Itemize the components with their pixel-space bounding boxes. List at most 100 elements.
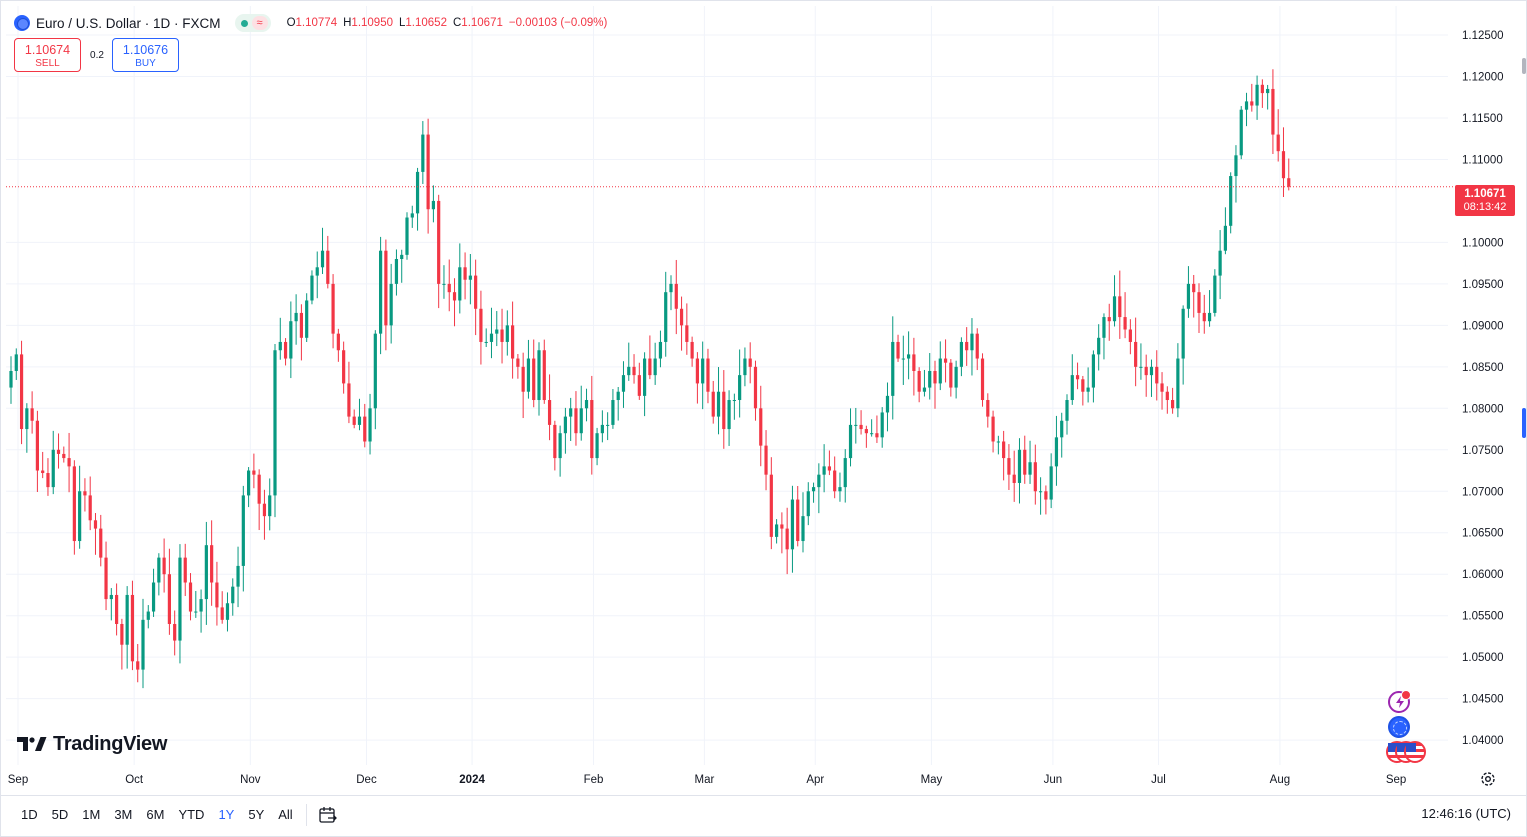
candle-body — [415, 171, 420, 214]
sell-button[interactable]: 1.10674 SELL — [14, 38, 81, 72]
candle-body — [590, 400, 594, 459]
candle-up — [225, 592, 230, 632]
candle-up — [400, 249, 404, 283]
calendar-goto-icon[interactable] — [313, 804, 343, 826]
price-tick-label: 1.12000 — [1462, 72, 1504, 84]
candle-down — [1276, 109, 1280, 162]
candle-series — [9, 69, 1291, 689]
candle-up — [146, 605, 150, 629]
candle-down — [167, 548, 171, 635]
candle-body — [141, 619, 145, 670]
candle-body — [600, 424, 604, 434]
symbol-title[interactable]: Euro / U.S. Dollar · 1D · FXCM — [36, 15, 221, 31]
candle-up — [157, 553, 161, 596]
candle-up — [125, 586, 129, 669]
scroll-grip-top[interactable] — [1522, 58, 1526, 74]
range-5y[interactable]: 5Y — [248, 807, 265, 822]
market-status-pill[interactable]: ≈ — [234, 14, 271, 32]
candle-down — [864, 425, 868, 448]
candle-body — [9, 370, 13, 388]
candle-body — [928, 370, 932, 388]
candle-body — [563, 416, 567, 434]
candle-up — [938, 341, 942, 391]
candle-down — [553, 420, 557, 471]
scroll-grip-mid[interactable] — [1522, 408, 1526, 438]
candle-body — [83, 491, 87, 496]
candle-down — [120, 618, 124, 670]
candle-body — [743, 358, 747, 376]
candle-up — [468, 253, 472, 305]
time-tick-label: Oct — [125, 774, 144, 786]
candle-up — [891, 316, 895, 420]
candle-up — [109, 588, 113, 621]
candle-body — [400, 254, 404, 259]
candle-down — [685, 303, 689, 355]
range-3m[interactable]: 3M — [114, 807, 133, 822]
candle-up — [410, 205, 414, 228]
candle-body — [1276, 134, 1280, 152]
candle-body — [1028, 462, 1032, 475]
candle-body — [1112, 296, 1117, 322]
candle-body — [136, 661, 140, 670]
candle-body — [225, 603, 230, 620]
candle-down — [67, 432, 71, 493]
candle-body — [437, 200, 441, 284]
flash-icon[interactable] — [1388, 690, 1411, 713]
candle-body — [679, 308, 684, 326]
candle-up — [231, 578, 235, 616]
candle-down — [574, 391, 578, 446]
candle-up — [1017, 438, 1022, 504]
candle-up — [278, 317, 282, 360]
candle-up — [885, 382, 890, 432]
candle-body — [975, 333, 979, 359]
candlestick-chart[interactable]: 1.12500 1.12000 1.11500 1.11000 1.10000 1.095… — [0, 0, 1527, 795]
us-flag-events[interactable] — [1386, 741, 1426, 763]
approx-icon: ≈ — [251, 16, 268, 30]
candle-body — [611, 400, 615, 425]
price-axis[interactable]: 1.12500 1.12000 1.11500 1.11000 1.10000 1.095… — [1462, 30, 1504, 747]
candle-body — [806, 491, 810, 517]
candle-down — [474, 259, 478, 336]
candle-down — [363, 403, 367, 448]
utc-clock[interactable]: 12:46:16 (UTC) — [1421, 806, 1511, 821]
range-5d[interactable]: 5D — [51, 807, 69, 822]
buy-button[interactable]: 1.10676 BUY — [112, 38, 179, 72]
candle-up — [848, 408, 853, 467]
candle-up — [1065, 394, 1069, 435]
candle-up — [9, 356, 13, 404]
gear-icon[interactable] — [1478, 769, 1498, 789]
tradingview-logo[interactable]: TradingView — [17, 732, 167, 756]
range-1y[interactable]: 1Y — [218, 807, 235, 822]
candle-down — [516, 354, 520, 379]
candle-up — [310, 270, 314, 305]
time-axis[interactable]: Sep Oct Nov Dec 2024 Feb Mar Apr May Jun Jul Aug Sep — [8, 774, 1407, 786]
candle-body — [162, 557, 166, 575]
range-all[interactable]: All — [278, 807, 293, 822]
candle-down — [299, 304, 303, 361]
candle-down — [1007, 444, 1011, 490]
candle-up — [458, 243, 462, 314]
candle-down — [859, 410, 863, 435]
candle-down — [347, 361, 351, 424]
candle-down — [72, 460, 76, 555]
candle-down — [1192, 274, 1196, 318]
candle-up — [273, 344, 277, 518]
candle-body — [78, 491, 82, 542]
candle-body — [331, 283, 335, 334]
candle-up — [25, 403, 29, 453]
candle-body — [669, 283, 673, 293]
range-ytd[interactable]: YTD — [178, 807, 205, 822]
candle-body — [621, 375, 626, 392]
range-1d[interactable]: 1D — [21, 807, 38, 822]
price-tick-label: 1.07000 — [1462, 486, 1504, 498]
price-tick-label: 1.09000 — [1462, 320, 1504, 332]
globe-icon[interactable] — [1388, 716, 1410, 738]
candle-body — [278, 341, 282, 351]
range-1m[interactable]: 1M — [82, 807, 101, 822]
candle-down — [452, 278, 457, 327]
range-6m[interactable]: 6M — [146, 807, 165, 822]
candle-up — [489, 307, 494, 359]
candle-body — [326, 250, 330, 284]
candle-body — [236, 565, 240, 587]
candle-body — [183, 557, 187, 583]
